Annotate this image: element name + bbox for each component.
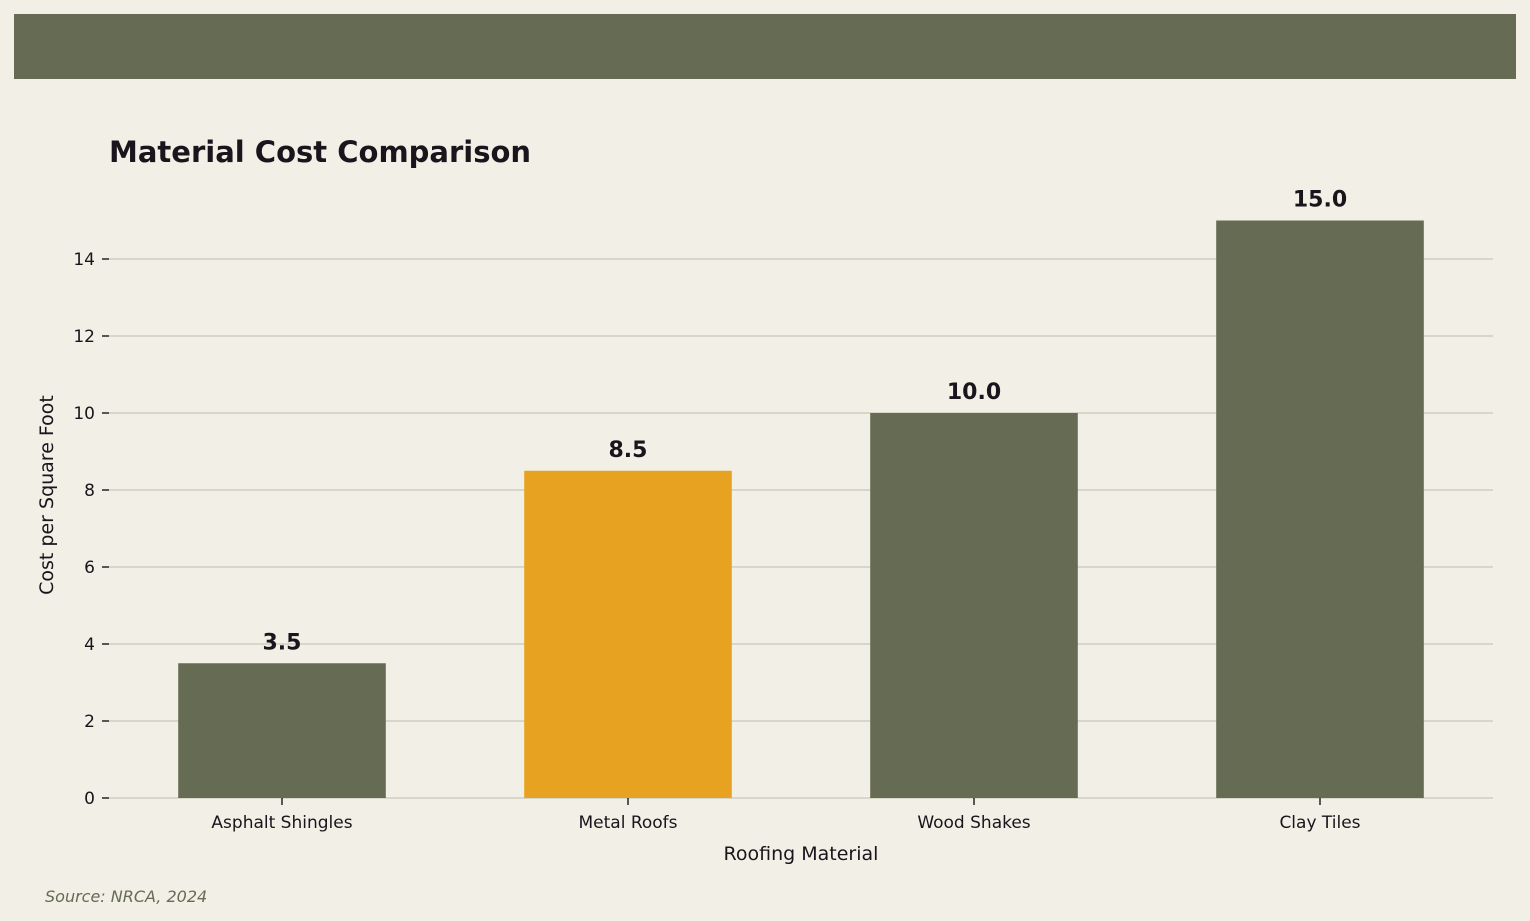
y-tick-label: 6 <box>84 558 95 578</box>
y-tick-label: 12 <box>73 327 95 347</box>
bars-group <box>178 220 1424 798</box>
header-banner <box>14 14 1516 79</box>
y-tick-label: 14 <box>73 250 95 270</box>
bar-value-label: 15.0 <box>1293 188 1347 213</box>
bar <box>1216 220 1424 798</box>
bar <box>178 663 386 798</box>
y-axis: 0 2 4 6 8 10 12 14 <box>73 250 109 809</box>
x-tick-label: Metal Roofs <box>578 813 677 833</box>
bar <box>524 470 732 798</box>
bar-value-label: 3.5 <box>263 630 302 655</box>
bar <box>870 413 1078 798</box>
source-note: Source: NRCA, 2024 <box>45 887 207 906</box>
x-axis: Asphalt Shingles Metal Roofs Wood Shakes Cl… <box>211 798 1361 833</box>
y-axis-title: Cost per Square Foot <box>36 395 58 595</box>
bar-value-label: 8.5 <box>609 438 648 463</box>
y-tick-label: 2 <box>84 712 95 732</box>
bar-value-labels: 3.5 8.5 10.0 15.0 <box>263 188 1348 656</box>
chart-title: Material Cost Comparison <box>109 135 531 169</box>
y-tick-label: 10 <box>73 404 95 424</box>
x-tick-label: Clay Tiles <box>1279 813 1360 833</box>
y-tick-label: 8 <box>84 481 95 501</box>
x-tick-label: Wood Shakes <box>917 813 1030 833</box>
y-tick-label: 4 <box>84 635 95 655</box>
bar-value-label: 10.0 <box>947 380 1001 405</box>
x-axis-title: Roofing Material <box>724 843 879 865</box>
x-tick-label: Asphalt Shingles <box>211 813 352 833</box>
y-tick-label: 0 <box>84 789 95 809</box>
